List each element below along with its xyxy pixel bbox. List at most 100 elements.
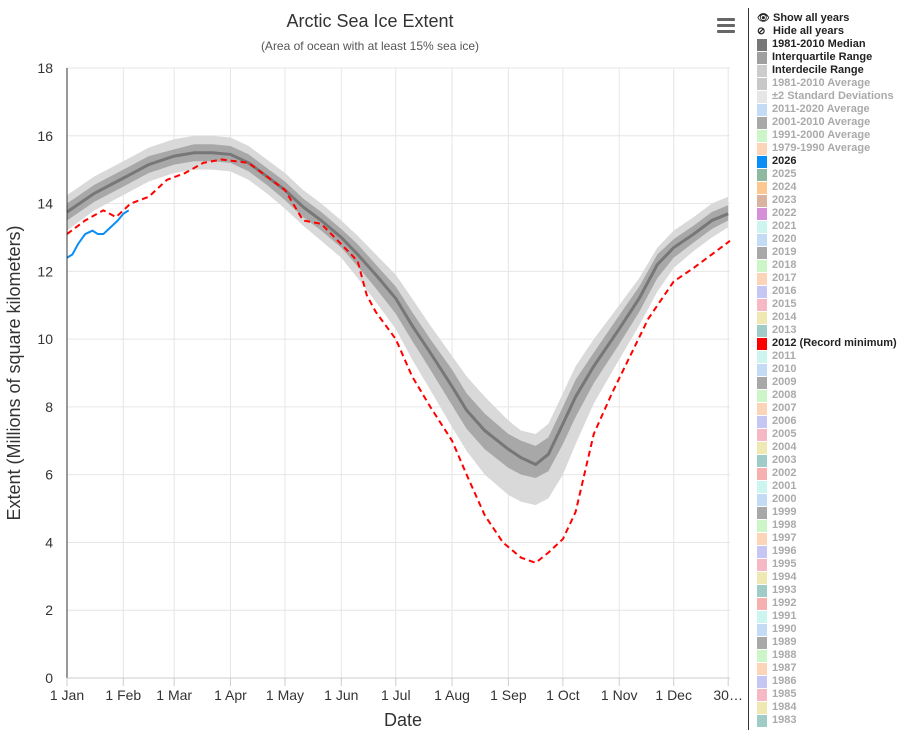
legend-item[interactable]: 1986 [757,675,897,688]
legend-item[interactable]: ±2 Standard Deviations [757,90,897,103]
legend-label: 1988 [772,649,797,661]
legend-item[interactable]: 1991-2000 Average [757,129,897,142]
legend-item[interactable]: 1994 [757,571,897,584]
legend-label: 1981-2010 Median [772,38,866,50]
legend-item[interactable]: 2023 [757,194,897,207]
legend-swatch [757,467,767,480]
legend-item[interactable]: 1989 [757,636,897,649]
legend-item[interactable]: 1984 [757,701,897,714]
legend-item[interactable]: 2004 [757,441,897,454]
legend-item[interactable]: 2012 (Record minimum) [757,337,897,350]
legend-item[interactable]: 1993 [757,584,897,597]
legend-item[interactable]: 2000 [757,493,897,506]
legend-label: 1996 [772,545,797,557]
legend-swatch [757,298,767,311]
legend-item[interactable]: 1987 [757,662,897,675]
legend-swatch [757,506,767,519]
legend-item[interactable]: 2024 [757,181,897,194]
legend-divider [748,8,749,730]
legend-item[interactable]: 1983 [757,714,897,727]
legend-item[interactable]: Interdecile Range [757,64,897,77]
legend-label: 1985 [772,688,797,700]
legend-item[interactable]: 1988 [757,649,897,662]
legend-item[interactable]: 2007 [757,402,897,415]
hamburger-icon[interactable] [717,18,735,36]
legend-item[interactable]: 2002 [757,467,897,480]
y-tick-label: 16 [37,128,53,144]
legend-swatch [757,168,767,181]
show-all-years-button[interactable]: 👁 Show all years [757,12,897,25]
legend-item[interactable]: 1998 [757,519,897,532]
legend-item[interactable]: 1981-2010 Median [757,38,897,51]
legend-label: 2026 [772,155,797,167]
legend-label: 2018 [772,259,797,271]
legend-item[interactable]: 1981-2010 Average [757,77,897,90]
series-line-2012 [66,158,731,564]
legend-item[interactable]: 2013 [757,324,897,337]
legend-swatch [757,103,767,116]
legend-item[interactable]: 2001 [757,480,897,493]
legend-label: 2021 [772,220,797,232]
x-tick-label: 1 Dec [655,687,692,703]
legend-item[interactable]: 1990 [757,623,897,636]
legend-label: 2008 [772,389,797,401]
legend-item[interactable]: 2022 [757,207,897,220]
legend-swatch [757,376,767,389]
legend-label: 1987 [772,662,797,674]
legend-item[interactable]: Interquartile Range [757,51,897,64]
legend-swatch [757,181,767,194]
legend-label: 2009 [772,376,797,388]
legend-label: 1997 [772,532,797,544]
legend-item[interactable]: 1997 [757,532,897,545]
legend-item[interactable]: 2025 [757,168,897,181]
legend-item[interactable]: 1992 [757,597,897,610]
legend-item[interactable]: 2009 [757,376,897,389]
hide-all-years-button[interactable]: ⊘ Hide all years [757,25,897,38]
legend-item[interactable]: 1979-1990 Average [757,142,897,155]
legend-item[interactable]: 2011 [757,350,897,363]
legend-label: 1990 [772,623,797,635]
legend-item[interactable]: 2016 [757,285,897,298]
legend-item[interactable]: 2018 [757,259,897,272]
legend-item[interactable]: 2010 [757,363,897,376]
legend-label: 2006 [772,415,797,427]
legend-item[interactable]: 2006 [757,415,897,428]
y-tick-label: 8 [45,399,53,415]
legend-label: 1981-2010 Average [772,77,871,89]
legend-label: 2000 [772,493,797,505]
legend-swatch [757,142,767,155]
legend-item[interactable]: 2003 [757,454,897,467]
legend-swatch [757,77,767,90]
legend-item[interactable]: 1996 [757,545,897,558]
legend-item[interactable]: 2026 [757,155,897,168]
legend-item[interactable]: 2017 [757,272,897,285]
legend-item[interactable]: 2015 [757,298,897,311]
legend-item[interactable]: 2005 [757,428,897,441]
legend-item[interactable]: 1991 [757,610,897,623]
eye-slash-icon: ⊘ [757,26,766,37]
legend-item[interactable]: 1995 [757,558,897,571]
legend-label: 2002 [772,467,797,479]
legend-label: 1999 [772,506,797,518]
legend-label: 1979-1990 Average [772,142,871,154]
x-tick-label: 1 May [266,687,304,703]
legend-item[interactable]: 1999 [757,506,897,519]
legend-label: 1995 [772,558,797,570]
legend-swatch [757,337,767,350]
legend-swatch [757,272,767,285]
legend-item[interactable]: 2021 [757,220,897,233]
x-tick-label: 1 Jan [50,687,84,703]
x-tick-label: 1 Nov [601,687,638,703]
legend-item[interactable]: 2014 [757,311,897,324]
legend-item[interactable]: 2011-2020 Average [757,103,897,116]
legend-label: 1998 [772,519,797,531]
legend-item[interactable]: 2001-2010 Average [757,116,897,129]
legend-label: 2001 [772,480,797,492]
legend-label: 1986 [772,675,797,687]
legend-item[interactable]: 2008 [757,389,897,402]
legend-item[interactable]: 2020 [757,233,897,246]
legend-item[interactable]: 2019 [757,246,897,259]
x-tick-label: 1 Feb [105,687,141,703]
legend-item[interactable]: 1985 [757,688,897,701]
legend-label: 2004 [772,441,797,453]
